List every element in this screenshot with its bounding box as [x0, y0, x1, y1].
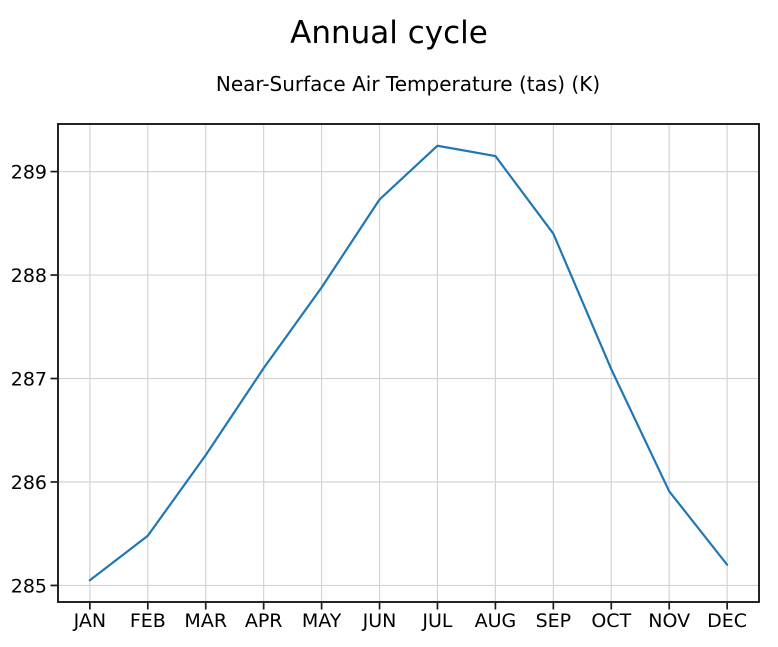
axis-ticks	[50, 170, 728, 610]
x-axis-tick-label: MAR	[184, 610, 227, 632]
x-axis-tick-label: JUL	[421, 610, 453, 632]
x-axis-tick-label: JAN	[73, 610, 106, 632]
figure-title: Annual cycle	[290, 15, 488, 51]
x-axis-tick-label: OCT	[591, 610, 631, 632]
plot-border	[57, 123, 760, 603]
x-axis-tick-label: JUN	[362, 610, 397, 632]
y-axis-tick-label: 289	[11, 162, 47, 184]
y-axis-tick-label: 288	[11, 265, 47, 287]
x-axis-tick-label: SEP	[536, 610, 572, 632]
temperature-line	[88, 144, 729, 582]
y-axis-tick-label: 286	[11, 472, 47, 494]
x-axis-tick-label: DEC	[707, 610, 747, 632]
x-axis-tick-label: FEB	[130, 610, 166, 632]
y-axis-tick-labels: 285 286 287 288 289	[11, 162, 47, 598]
x-axis-tick-label: APR	[245, 610, 283, 632]
y-axis-tick-label: 287	[11, 369, 47, 391]
x-axis-tick-label: NOV	[648, 610, 690, 632]
axes-title: Near-Surface Air Temperature (tas) (K)	[215, 72, 601, 96]
x-axis-tick-labels: JAN FEB MAR APR MAY JUN JUL AUG SEP OCT NOV DEC	[73, 610, 747, 632]
y-axis-tick-label: 285	[11, 575, 47, 597]
x-axis-tick-label: AUG	[475, 610, 517, 632]
grid-lines	[58, 124, 759, 602]
x-axis-tick-label: MAY	[302, 610, 342, 632]
